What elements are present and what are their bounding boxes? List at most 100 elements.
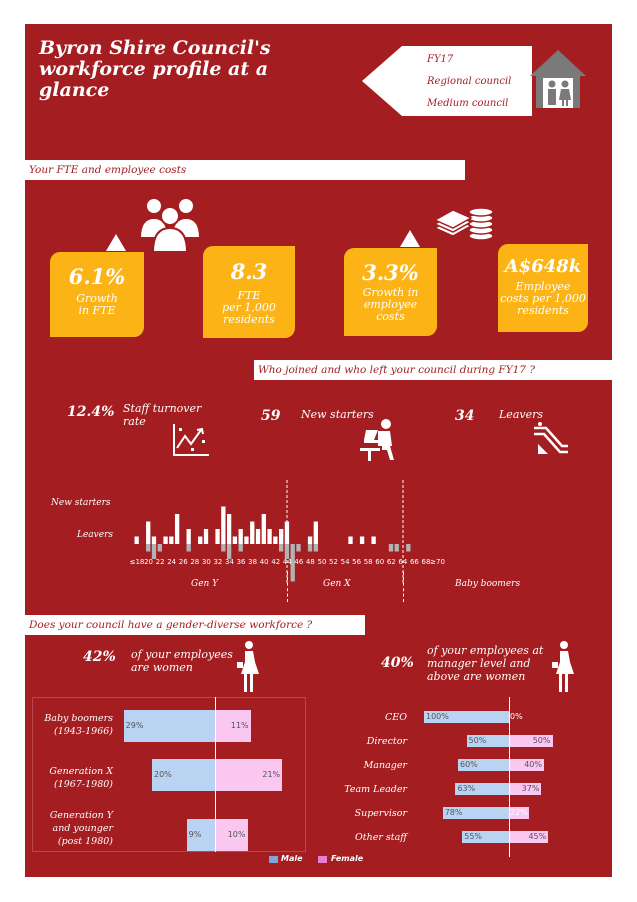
women-pct: 42% (83, 649, 116, 665)
label-line: Baby boomers (44, 713, 113, 724)
role-label: Supervisor (354, 808, 407, 819)
escalator-icon (534, 422, 568, 454)
leaver-bar (146, 544, 151, 552)
age-tick-label: 34 (225, 558, 234, 566)
section-fte-header: Your FTE and employee costs (25, 160, 465, 180)
age-tick-label: 66 (409, 558, 419, 566)
legend-male-label: Male (281, 854, 303, 863)
people-group-icon (138, 197, 202, 253)
generation-gender-bars: 29% 11% 20% 21% 9% 10% (25, 24, 325, 877)
manager-women-label: of your employees at (427, 644, 544, 657)
age-tick-label: 54 (340, 558, 350, 566)
card-label: FTE (237, 289, 261, 302)
woman-walking-icon (552, 641, 574, 692)
leavers-label: Leavers (499, 408, 543, 421)
age-tick-label: 52 (329, 558, 338, 566)
card-label: Employee (515, 280, 571, 293)
starter-bar (267, 529, 272, 544)
women-label: are women (131, 661, 193, 674)
age-tick-label: 20 (144, 558, 153, 566)
label-line: Generation Y (49, 810, 113, 821)
card-label: in FTE (78, 304, 116, 317)
starter-bar (203, 529, 209, 544)
female-pct-label: 37% (521, 784, 540, 793)
female-bar: 45% (510, 831, 549, 843)
gen-x-label: Gen X (323, 579, 351, 589)
up-triangle-icon (106, 234, 126, 251)
starter-bar (134, 536, 139, 544)
female-bar: 22% (510, 807, 529, 819)
manager-women-pct: 40% (381, 655, 414, 671)
label-line: (post 1980) (57, 836, 113, 847)
male-bar: 29% (123, 710, 215, 742)
infographic-panel: Byron Shire Council's workforce profile … (25, 24, 612, 877)
female-bar: 37% (510, 783, 542, 795)
female-bar: 50% (510, 735, 553, 747)
leavers-axis-label: Leavers (77, 530, 113, 540)
male-pct-label: 20% (154, 770, 172, 779)
generation-label-gen-x: Generation X (1967-1980) (25, 765, 113, 791)
label-line: (1943-1966) (54, 726, 113, 737)
card-fte-growth: 6.1% Growth in FTE (50, 252, 144, 337)
role-label: Team Leader (344, 784, 407, 795)
starter-bar (313, 521, 318, 544)
male-pct-label: 29% (125, 721, 144, 730)
starter-bar (371, 536, 376, 544)
generation-dividers (25, 572, 612, 602)
role-axis-line (509, 697, 510, 857)
card-fte-per-residents: 8.3 FTE per 1,000 residents (203, 246, 295, 338)
age-tick-label: 56 (352, 558, 362, 566)
badge-size: Medium council (427, 98, 509, 109)
card-label: Growth in (362, 286, 419, 299)
card-label: Growth (76, 292, 118, 305)
card-label: residents (223, 313, 275, 326)
card-value: A$648k (504, 256, 582, 277)
starter-bar (215, 529, 220, 544)
female-pct-label: 50% (532, 736, 551, 745)
age-tick-label: 24 (167, 558, 177, 566)
leaver-bar (226, 544, 232, 559)
woman-walking-icon (237, 641, 259, 692)
leaver-bar (238, 544, 243, 552)
page-title: Byron Shire Council's workforce profile … (39, 37, 271, 101)
female-pct-label: 10% (227, 830, 246, 839)
card-value: 8.3 (230, 259, 268, 284)
age-tick-label: 50 (317, 558, 327, 566)
leaver-bar (406, 544, 411, 552)
label-line: and younger (52, 823, 113, 834)
starter-bar (226, 514, 232, 544)
badge-year: FY17 (427, 54, 454, 65)
leaver-bar (221, 544, 226, 552)
age-histogram (134, 480, 411, 584)
female-bar: 21% (216, 759, 283, 791)
manager-women-label: manager level and (427, 657, 531, 670)
starter-bar (174, 514, 180, 544)
turnover-value: 12.4% (67, 404, 115, 420)
male-pct-label: 50% (468, 736, 487, 745)
male-bar: 78% (442, 807, 509, 819)
female-pct-label: 0% (510, 712, 523, 721)
female-pct-label: 45% (528, 832, 547, 841)
card-value: 3.3% (362, 260, 419, 285)
leavers-value: 34 (455, 408, 475, 424)
generation-label-gen-y: Generation Y and younger (post 1980) (25, 809, 113, 848)
women-label: of your employees (131, 648, 233, 661)
new-starters-axis-label: New starters (51, 498, 111, 508)
section-gender-header: Does your council have a gender-diverse … (25, 615, 365, 635)
council-type-badge (362, 46, 532, 116)
starter-bar (238, 529, 243, 544)
legend-female-swatch (318, 856, 327, 863)
leaver-bar (186, 544, 191, 552)
female-pct-label: 40% (524, 760, 542, 769)
card-label: per 1,000 (222, 301, 276, 314)
age-tick-label: 30 (201, 558, 211, 566)
male-pct-label: 55% (464, 832, 483, 841)
starter-bar (273, 536, 278, 544)
female-pct-label: 11% (230, 721, 249, 730)
male-bar: 50% (466, 735, 509, 747)
starter-bar (146, 521, 151, 544)
generation-axis-line (215, 697, 216, 852)
leaver-bar (296, 544, 301, 552)
age-tick-label: ≥70 (430, 558, 445, 566)
card-label: employee (363, 298, 418, 311)
